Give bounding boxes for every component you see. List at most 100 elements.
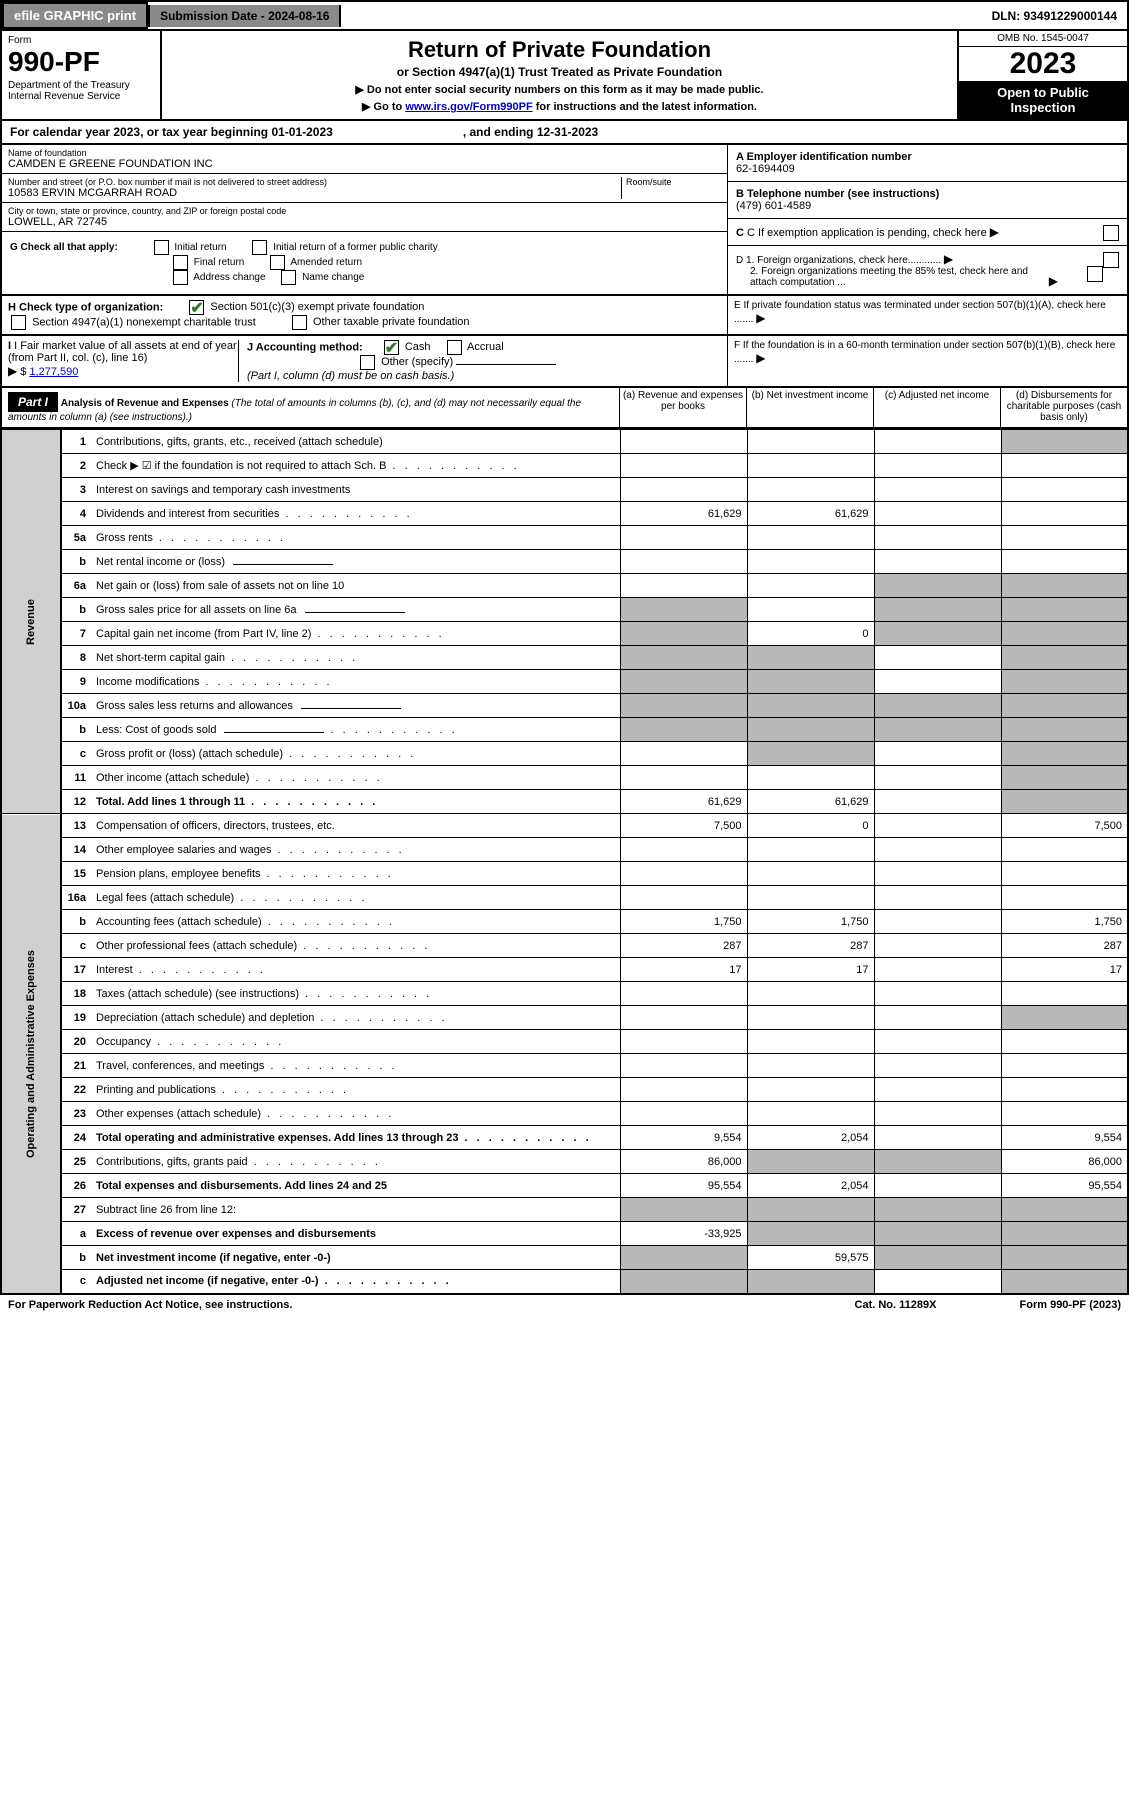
row-num: 20 xyxy=(61,1030,91,1054)
cell-a xyxy=(620,1198,747,1222)
submission-date: Submission Date - 2024-08-16 xyxy=(148,5,341,27)
cell-d xyxy=(1001,1270,1128,1294)
cell-d xyxy=(1001,790,1128,814)
part-label: Part I xyxy=(8,392,58,412)
form-number: 990-PF xyxy=(8,46,154,78)
i-label: I I Fair market value of all assets at e… xyxy=(8,340,237,364)
tax-year: 2023 xyxy=(959,47,1127,81)
city-label: City or town, state or province, country… xyxy=(8,206,721,216)
row-num: 22 xyxy=(61,1078,91,1102)
chk-d2[interactable] xyxy=(1087,266,1103,282)
cell-b: 287 xyxy=(747,934,874,958)
cell-a: 1,750 xyxy=(620,910,747,934)
cell-a: 287 xyxy=(620,934,747,958)
row-num: 23 xyxy=(61,1102,91,1126)
row-num: 11 xyxy=(61,766,91,790)
chk-name-change[interactable] xyxy=(281,270,296,285)
row-num: 2 xyxy=(61,454,91,478)
row-desc: Net investment income (if negative, ente… xyxy=(91,1246,620,1270)
cell-b xyxy=(747,766,874,790)
cell-a: 7,500 xyxy=(620,814,747,838)
row-num: c xyxy=(61,934,91,958)
cell-a xyxy=(620,694,747,718)
chk-other-tax[interactable] xyxy=(292,315,307,330)
part1-header: Part I Analysis of Revenue and Expenses … xyxy=(0,388,1129,429)
cell-c xyxy=(874,550,1001,574)
cell-c xyxy=(874,838,1001,862)
irs-link[interactable]: www.irs.gov/Form990PF xyxy=(405,101,532,113)
cell-a: 17 xyxy=(620,958,747,982)
row-desc: Interest on savings and temporary cash i… xyxy=(91,478,620,502)
row-desc: Gross rents xyxy=(91,526,620,550)
cell-b xyxy=(747,1270,874,1294)
chk-501c3[interactable] xyxy=(189,300,204,315)
cell-d xyxy=(1001,1078,1128,1102)
row-desc: Total expenses and disbursements. Add li… xyxy=(91,1174,620,1198)
cell-b xyxy=(747,1102,874,1126)
cell-d xyxy=(1001,574,1128,598)
row-num: 6a xyxy=(61,574,91,598)
phone: (479) 601-4589 xyxy=(736,200,811,212)
chk-other-method[interactable] xyxy=(360,355,375,370)
cell-a xyxy=(620,550,747,574)
cell-a xyxy=(620,886,747,910)
cell-d xyxy=(1001,526,1128,550)
row-num: c xyxy=(61,742,91,766)
cell-c xyxy=(874,598,1001,622)
row-desc: Interest xyxy=(91,958,620,982)
chk-accrual[interactable] xyxy=(447,340,462,355)
chk-initial[interactable] xyxy=(154,240,169,255)
cell-a xyxy=(620,454,747,478)
cell-d xyxy=(1001,1246,1128,1270)
col-d: (d) Disbursements for charitable purpose… xyxy=(1000,388,1127,427)
row-desc: Occupancy xyxy=(91,1030,620,1054)
row-num: 5a xyxy=(61,526,91,550)
cell-c xyxy=(874,1222,1001,1246)
row-num: 3 xyxy=(61,478,91,502)
row-num: 26 xyxy=(61,1174,91,1198)
addr-label: Number and street (or P.O. box number if… xyxy=(8,177,621,187)
cell-c xyxy=(874,574,1001,598)
chk-initial-former[interactable] xyxy=(252,240,267,255)
efile-btn[interactable]: efile GRAPHIC print xyxy=(2,2,148,29)
row-desc: Check ▶ ☑ if the foundation is not requi… xyxy=(91,454,620,478)
cell-a: 95,554 xyxy=(620,1174,747,1198)
cell-d xyxy=(1001,598,1128,622)
chk-addr-change[interactable] xyxy=(173,270,188,285)
chk-c[interactable] xyxy=(1103,225,1119,241)
cell-d xyxy=(1001,670,1128,694)
chk-cash[interactable] xyxy=(384,340,399,355)
cell-d xyxy=(1001,550,1128,574)
cat-no: Cat. No. 11289X xyxy=(855,1299,937,1311)
cell-a xyxy=(620,598,747,622)
cell-d: 1,750 xyxy=(1001,910,1128,934)
chk-final[interactable] xyxy=(173,255,188,270)
calendar-year: For calendar year 2023, or tax year begi… xyxy=(0,121,1129,145)
cell-c xyxy=(874,910,1001,934)
foundation-name: CAMDEN E GREENE FOUNDATION INC xyxy=(8,158,721,170)
row-num: 9 xyxy=(61,670,91,694)
cell-a xyxy=(620,1102,747,1126)
cell-b xyxy=(747,526,874,550)
cell-b xyxy=(747,430,874,454)
cell-d xyxy=(1001,694,1128,718)
row-desc: Accounting fees (attach schedule) xyxy=(91,910,620,934)
cell-c xyxy=(874,1078,1001,1102)
form-ref: Form 990-PF (2023) xyxy=(1020,1299,1121,1311)
chk-d1[interactable] xyxy=(1103,252,1119,268)
chk-4947[interactable] xyxy=(11,315,26,330)
col-b: (b) Net investment income xyxy=(746,388,873,427)
b-label: B Telephone number (see instructions) xyxy=(736,188,939,200)
row-num: b xyxy=(61,550,91,574)
cell-a: -33,925 xyxy=(620,1222,747,1246)
room-label: Room/suite xyxy=(626,177,721,187)
cell-d: 17 xyxy=(1001,958,1128,982)
cell-b xyxy=(747,598,874,622)
cell-d xyxy=(1001,1102,1128,1126)
topbar: efile GRAPHIC print Submission Date - 20… xyxy=(0,0,1129,31)
chk-amended[interactable] xyxy=(270,255,285,270)
a-label: A Employer identification number xyxy=(736,151,912,163)
side-revenue: Revenue xyxy=(1,430,61,814)
cell-b xyxy=(747,838,874,862)
side-expenses: Operating and Administrative Expenses xyxy=(1,814,61,1294)
